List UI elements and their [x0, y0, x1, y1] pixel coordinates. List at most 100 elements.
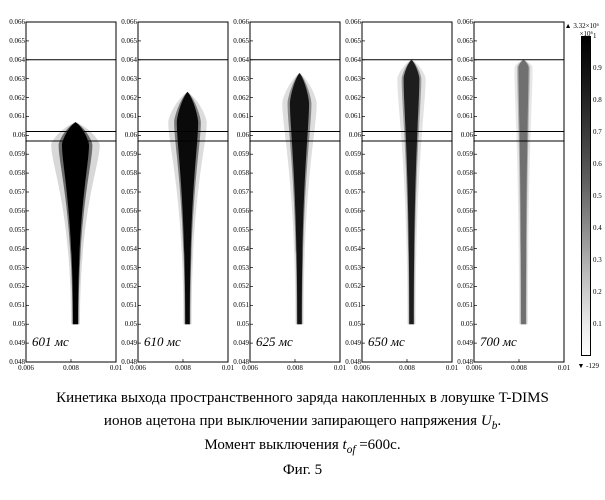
colorbar-tick-label: 0.6 — [593, 160, 602, 168]
x-tick-label: 0.008 — [287, 364, 303, 372]
colorbar-tick-label: 0.1 — [593, 320, 602, 328]
caption-l2-var: U — [481, 413, 492, 429]
y-tick-label: 0.066 — [233, 18, 249, 26]
colorbar-tick-label: 0.2 — [593, 288, 602, 296]
y-tick-label: 0.061 — [457, 112, 473, 120]
y-tick-label: 0.063 — [121, 75, 137, 83]
y-tick-label: 0.054 — [345, 245, 361, 253]
y-tick-label: 0.051 — [9, 301, 25, 309]
caption-line-2: ионов ацетона при выключении запирающего… — [0, 411, 605, 434]
y-tick-label: 0.057 — [121, 188, 137, 196]
y-tick-label: 0.054 — [9, 245, 25, 253]
y-tick-label: 0.06 — [237, 131, 249, 139]
y-tick-label: 0.061 — [121, 112, 137, 120]
colorbar-tick-label: 0.3 — [593, 256, 602, 264]
caption-l2-pre: ионов ацетона при выключении запирающего… — [104, 413, 481, 429]
x-tick-label: 0.008 — [399, 364, 415, 372]
y-tick-label: 0.051 — [121, 301, 137, 309]
x-tick-label: 0.008 — [175, 364, 191, 372]
y-tick-label: 0.053 — [457, 264, 473, 272]
y-tick-label: 0.051 — [233, 301, 249, 309]
colorbar-bottom-label: ▼ -129 — [577, 362, 599, 370]
y-tick-label: 0.059 — [345, 150, 361, 158]
y-tick-label: 0.057 — [345, 188, 361, 196]
y-tick-label: 0.063 — [9, 75, 25, 83]
x-tick-label: 0.006 — [130, 364, 146, 372]
y-tick-label: 0.065 — [345, 37, 361, 45]
caption-line-1: Кинетика выхода пространственного заряда… — [0, 388, 605, 410]
y-tick-label: 0.052 — [233, 282, 249, 290]
y-tick-label: 0.061 — [345, 112, 361, 120]
y-tick-label: 0.066 — [9, 18, 25, 26]
panel-time-label: 700 мс — [480, 334, 517, 350]
colorbar-tick-label: 0.8 — [593, 96, 602, 104]
y-tick-label: 0.051 — [345, 301, 361, 309]
y-tick-label: 0.06 — [349, 131, 361, 139]
y-tick-label: 0.065 — [233, 37, 249, 45]
y-tick-label: 0.058 — [121, 169, 137, 177]
colorbar-top-label: ▲ 3.32×10⁶ — [565, 22, 599, 30]
y-tick-label: 0.056 — [9, 207, 25, 215]
y-tick-label: 0.058 — [457, 169, 473, 177]
panel: 0.0480.0490.050.0510.0520.0530.0540.0550… — [232, 20, 342, 372]
y-tick-label: 0.053 — [345, 264, 361, 272]
y-tick-label: 0.066 — [345, 18, 361, 26]
y-tick-label: 0.054 — [457, 245, 473, 253]
colorbar-gradient — [581, 36, 591, 356]
y-tick-label: 0.049 — [345, 339, 361, 347]
y-tick-label: 0.055 — [9, 226, 25, 234]
y-tick-label: 0.062 — [233, 94, 249, 102]
y-tick-label: 0.05 — [349, 320, 361, 328]
y-tick-label: 0.065 — [9, 37, 25, 45]
y-tick-label: 0.05 — [461, 320, 473, 328]
panel: 0.0480.0490.050.0510.0520.0530.0540.0550… — [456, 20, 566, 372]
y-tick-label: 0.057 — [233, 188, 249, 196]
y-tick-label: 0.056 — [233, 207, 249, 215]
y-tick-label: 0.062 — [457, 94, 473, 102]
y-tick-label: 0.054 — [233, 245, 249, 253]
y-tick-label: 0.056 — [121, 207, 137, 215]
y-tick-label: 0.055 — [233, 226, 249, 234]
y-tick-label: 0.053 — [233, 264, 249, 272]
x-tick-label: 0.006 — [354, 364, 370, 372]
panel-row: 0.0480.0490.050.0510.0520.0530.0540.0550… — [8, 20, 566, 372]
y-tick-label: 0.059 — [121, 150, 137, 158]
y-tick-label: 0.066 — [457, 18, 473, 26]
y-tick-label: 0.053 — [9, 264, 25, 272]
y-tick-label: 0.064 — [9, 56, 25, 64]
colorbar: 0.10.20.30.40.50.60.70.80.91 — [581, 36, 591, 356]
y-tick-label: 0.054 — [121, 245, 137, 253]
y-tick-label: 0.049 — [9, 339, 25, 347]
y-tick-label: 0.052 — [457, 282, 473, 290]
colorbar-tick-label: 1 — [593, 32, 597, 40]
panel-time-label: 601 мс — [32, 334, 69, 350]
y-tick-label: 0.06 — [461, 131, 473, 139]
y-tick-label: 0.06 — [13, 131, 25, 139]
y-tick-label: 0.064 — [345, 56, 361, 64]
y-tick-label: 0.06 — [125, 131, 137, 139]
y-tick-label: 0.049 — [457, 339, 473, 347]
colorbar-tick-label: 0.5 — [593, 192, 602, 200]
figure-root: 0.0480.0490.050.0510.0520.0530.0540.0550… — [0, 0, 605, 500]
colorbar-tick-label: 0.4 — [593, 224, 602, 232]
caption-line-3: Момент выключения tof =600с. — [0, 435, 605, 458]
y-tick-label: 0.064 — [457, 56, 473, 64]
y-tick-label: 0.059 — [233, 150, 249, 158]
colorbar-tick-label: 0.7 — [593, 128, 602, 136]
y-tick-label: 0.055 — [457, 226, 473, 234]
y-tick-label: 0.058 — [9, 169, 25, 177]
y-tick-label: 0.057 — [457, 188, 473, 196]
y-tick-label: 0.056 — [457, 207, 473, 215]
y-tick-label: 0.059 — [457, 150, 473, 158]
y-tick-label: 0.056 — [345, 207, 361, 215]
y-tick-label: 0.05 — [237, 320, 249, 328]
y-tick-label: 0.051 — [457, 301, 473, 309]
x-tick-label: 0.008 — [511, 364, 527, 372]
y-tick-label: 0.063 — [233, 75, 249, 83]
x-tick-label: 0.006 — [466, 364, 482, 372]
y-tick-label: 0.059 — [9, 150, 25, 158]
y-tick-label: 0.062 — [9, 94, 25, 102]
panel-time-label: 650 мс — [368, 334, 405, 350]
y-tick-label: 0.049 — [121, 339, 137, 347]
y-tick-label: 0.05 — [13, 320, 25, 328]
